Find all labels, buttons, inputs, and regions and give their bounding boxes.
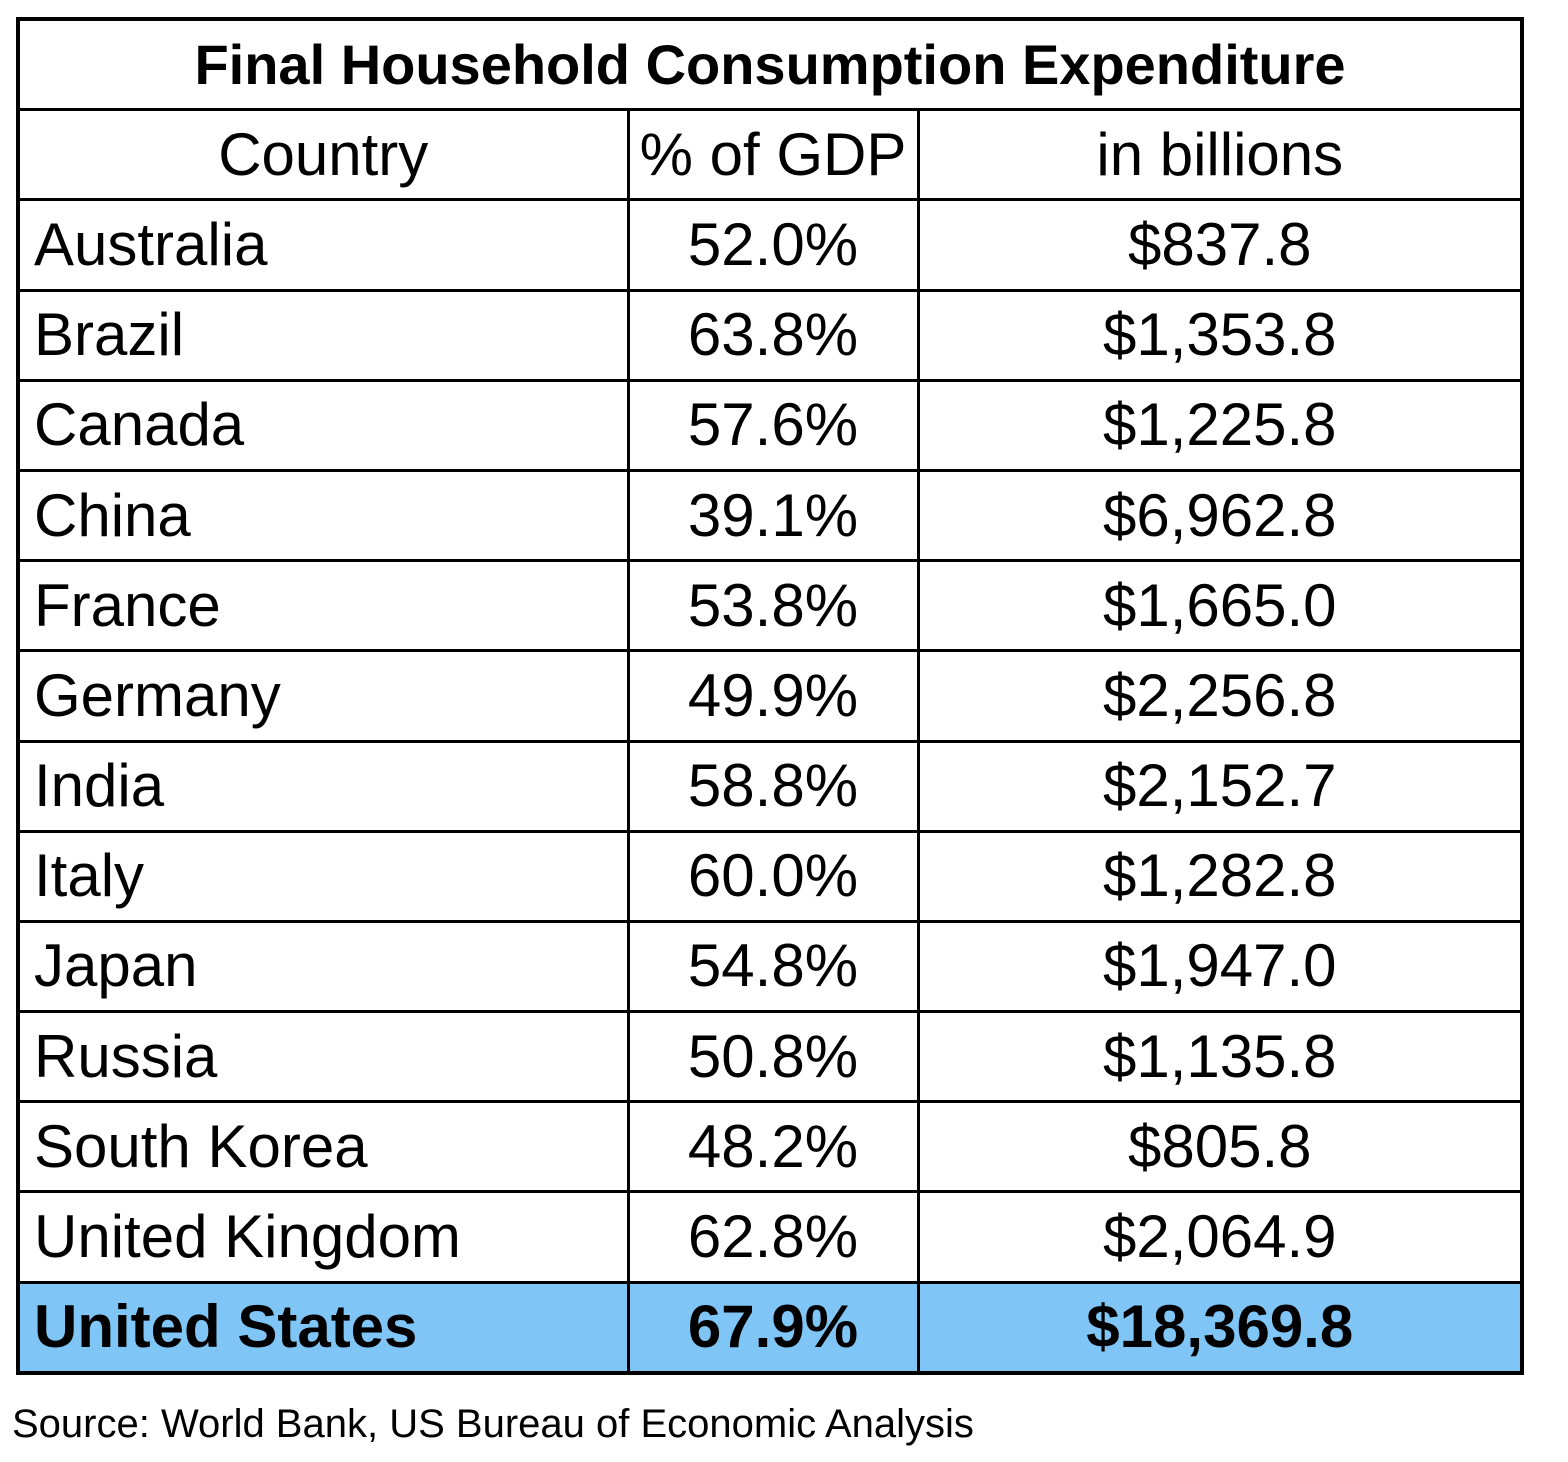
pct-gdp-cell: 49.9% [626,649,920,743]
country-cell: Italy [16,829,630,923]
country-cell: India [16,739,630,833]
table-title: Final Household Consumption Expenditure [16,17,1524,112]
source-note: Source: World Bank, US Bureau of Economi… [12,1402,974,1446]
table-row: Brazil 63.8% $1,353.8 [16,288,1524,382]
billions-cell: $2,152.7 [916,739,1524,833]
pct-gdp-cell: 50.8% [626,1010,920,1104]
country-cell: Germany [16,649,630,743]
table-row: China 39.1% $6,962.8 [16,468,1524,563]
billions-cell: $1,665.0 [916,559,1524,653]
billions-cell: $1,282.8 [916,829,1524,923]
country-cell: United States [16,1280,630,1375]
country-cell: Russia [16,1010,630,1104]
pct-gdp-cell: 39.1% [626,468,920,563]
table-row: Canada 57.6% $1,225.8 [16,378,1524,472]
table-row: Russia 50.8% $1,135.8 [16,1010,1524,1104]
table-row: India 58.8% $2,152.7 [16,739,1524,833]
table-row: Australia 52.0% $837.8 [16,198,1524,292]
header-billions: in billions [916,108,1524,202]
country-cell: Brazil [16,288,630,382]
country-cell: France [16,559,630,653]
table-row: South Korea 48.2% $805.8 [16,1100,1524,1194]
pct-gdp-cell: 62.8% [626,1190,920,1284]
pct-gdp-cell: 57.6% [626,378,920,472]
table-row: France 53.8% $1,665.0 [16,559,1524,653]
country-cell: South Korea [16,1100,630,1194]
pct-gdp-cell: 53.8% [626,559,920,653]
billions-cell: $6,962.8 [916,468,1524,563]
billions-cell: $2,256.8 [916,649,1524,743]
billions-cell: $1,353.8 [916,288,1524,382]
title-row: Final Household Consumption Expenditure [16,17,1524,112]
country-cell: Australia [16,198,630,292]
pct-gdp-cell: 58.8% [626,739,920,833]
table-body: Final Household Consumption Expenditure … [16,17,1524,1375]
header-pct-gdp: % of GDP [626,108,920,202]
table-row: Italy 60.0% $1,282.8 [16,829,1524,923]
table-row: United States 67.9% $18,369.8 [16,1280,1524,1375]
billions-cell: $1,947.0 [916,919,1524,1014]
country-cell: United Kingdom [16,1190,630,1284]
billions-cell: $18,369.8 [916,1280,1524,1375]
pct-gdp-cell: 67.9% [626,1280,920,1375]
billions-cell: $1,225.8 [916,378,1524,472]
table-row: Japan 54.8% $1,947.0 [16,919,1524,1014]
header-country: Country [16,108,630,202]
pct-gdp-cell: 52.0% [626,198,920,292]
pct-gdp-cell: 48.2% [626,1100,920,1194]
pct-gdp-cell: 63.8% [626,288,920,382]
consumption-table: Final Household Consumption Expenditure … [16,17,1525,1375]
pct-gdp-cell: 60.0% [626,829,920,923]
pct-gdp-cell: 54.8% [626,919,920,1014]
country-cell: Japan [16,919,630,1014]
header-row: Country % of GDP in billions [16,108,1524,202]
billions-cell: $837.8 [916,198,1524,292]
billions-cell: $805.8 [916,1100,1524,1194]
table-row: Germany 49.9% $2,256.8 [16,649,1524,743]
country-cell: China [16,468,630,563]
country-cell: Canada [16,378,630,472]
table-row: United Kingdom 62.8% $2,064.9 [16,1190,1524,1284]
billions-cell: $1,135.8 [916,1010,1524,1104]
billions-cell: $2,064.9 [916,1190,1524,1284]
